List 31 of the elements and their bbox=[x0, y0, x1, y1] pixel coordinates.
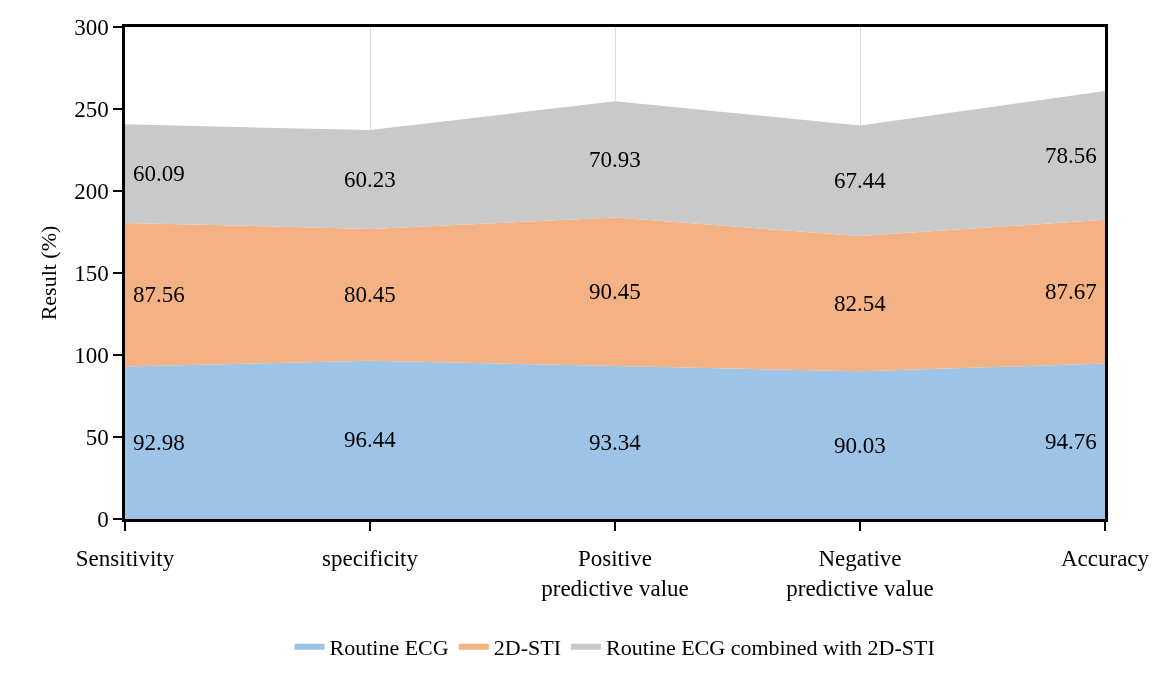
y-tick-label: 200 bbox=[74, 179, 109, 205]
y-tick-label: 300 bbox=[74, 15, 109, 41]
y-tick-label: 100 bbox=[74, 343, 109, 369]
data-label: 87.67 bbox=[1045, 279, 1097, 304]
x-tick-label: Negative predictive value bbox=[786, 546, 934, 602]
data-label: 93.34 bbox=[589, 430, 642, 455]
legend-label: Routine ECG combined with 2D-STI bbox=[605, 635, 935, 661]
data-label: 87.56 bbox=[133, 282, 185, 307]
y-tick-label: 50 bbox=[85, 425, 109, 451]
legend-label: Routine ECG bbox=[329, 635, 449, 661]
data-label: 96.44 bbox=[344, 427, 397, 452]
data-label: 60.23 bbox=[344, 167, 396, 192]
y-tick-label: 150 bbox=[74, 261, 109, 287]
x-tick-label: Accuracy bbox=[1060, 546, 1150, 572]
data-label: 78.56 bbox=[1045, 143, 1097, 168]
data-label: 90.45 bbox=[589, 279, 641, 304]
data-label: 70.93 bbox=[589, 147, 641, 172]
data-label: 67.44 bbox=[834, 168, 887, 193]
y-tick-label: 0 bbox=[97, 507, 109, 533]
y-axis-title: Result (%) bbox=[35, 225, 61, 321]
x-tick-label: Sensitivity bbox=[75, 546, 175, 572]
data-label: 92.98 bbox=[133, 430, 185, 455]
x-tick-label: Positive predictive value bbox=[541, 546, 689, 602]
data-label: 80.45 bbox=[344, 282, 396, 307]
x-tick-label: specificity bbox=[322, 546, 419, 572]
y-tick-label: 250 bbox=[74, 97, 109, 123]
data-label: 82.54 bbox=[834, 291, 887, 316]
legend-label: 2D-STI bbox=[493, 635, 561, 661]
data-label: 90.03 bbox=[834, 433, 886, 458]
data-label: 60.09 bbox=[133, 161, 185, 186]
data-label: 94.76 bbox=[1045, 429, 1097, 454]
